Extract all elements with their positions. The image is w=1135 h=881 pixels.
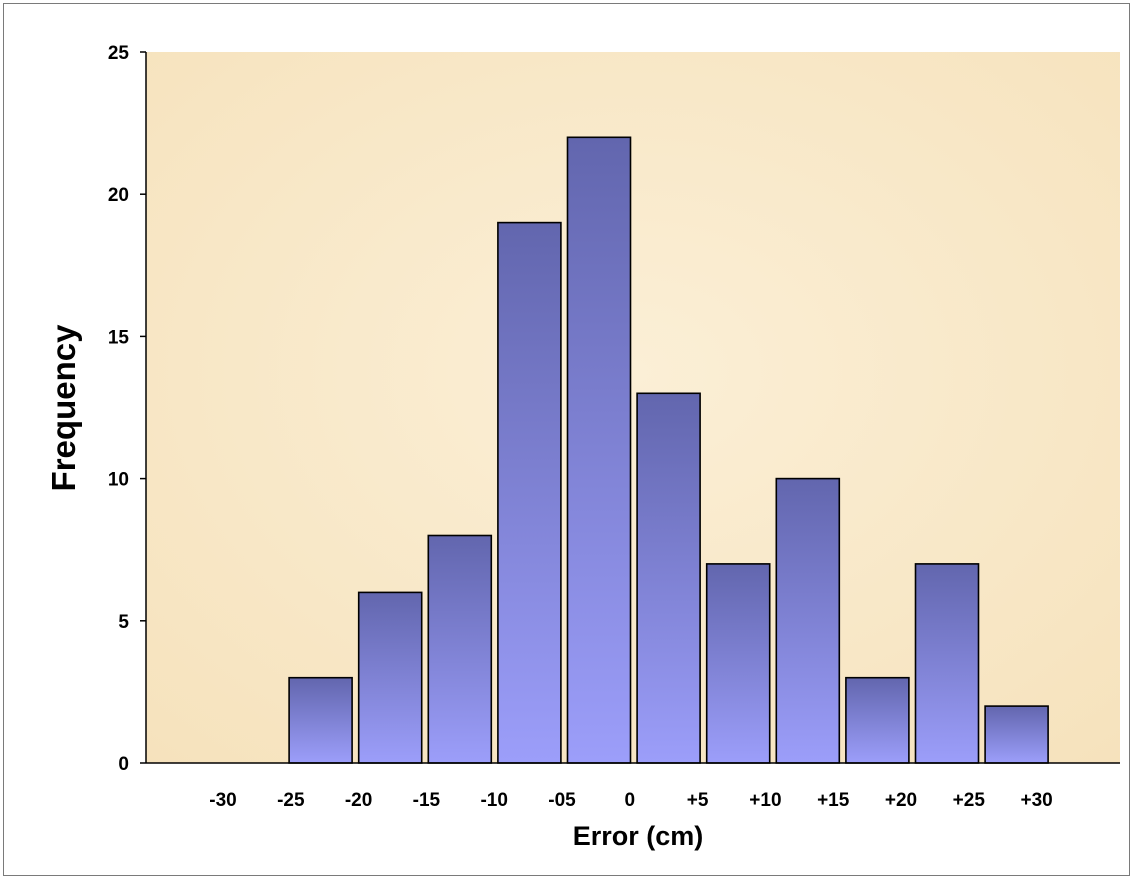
x-tick-label: -30 [209, 790, 236, 811]
x-tick-label: -20 [345, 790, 372, 811]
y-tick-label: 15 [108, 327, 130, 348]
histogram-bar [288, 676, 353, 764]
x-tick-label: +5 [687, 790, 709, 811]
histogram-bar [775, 477, 841, 764]
x-tick-label: -05 [548, 790, 576, 811]
y-tick-label: 20 [108, 185, 129, 206]
x-tick-label: 0 [625, 790, 636, 811]
x-axis-title: Error (cm) [573, 821, 704, 851]
y-axis-title: Frequency [45, 324, 82, 492]
x-tick-label: +10 [749, 790, 781, 811]
x-tick-label: -25 [277, 790, 305, 811]
histogram-bar [357, 591, 423, 764]
x-tick-label: +20 [885, 790, 917, 811]
y-tick-label: 5 [118, 612, 129, 633]
x-tick-label: -10 [480, 790, 507, 811]
histogram-bar [636, 392, 701, 764]
histogram-bar [705, 563, 771, 764]
histogram-bar [566, 136, 632, 764]
y-tick-label: 10 [108, 470, 129, 491]
x-tick-label: +25 [953, 790, 986, 811]
y-tick-label: 25 [108, 43, 130, 64]
y-tick-label: 0 [118, 754, 129, 775]
histogram-bar [497, 221, 562, 764]
histogram-bar [984, 705, 1049, 764]
x-tick-label: -15 [413, 790, 441, 811]
x-tick-label: +30 [1020, 790, 1052, 811]
x-tick-label: +15 [817, 790, 850, 811]
histogram-bar [427, 534, 493, 764]
histogram-bar [845, 676, 910, 764]
histogram-bar [914, 563, 980, 764]
